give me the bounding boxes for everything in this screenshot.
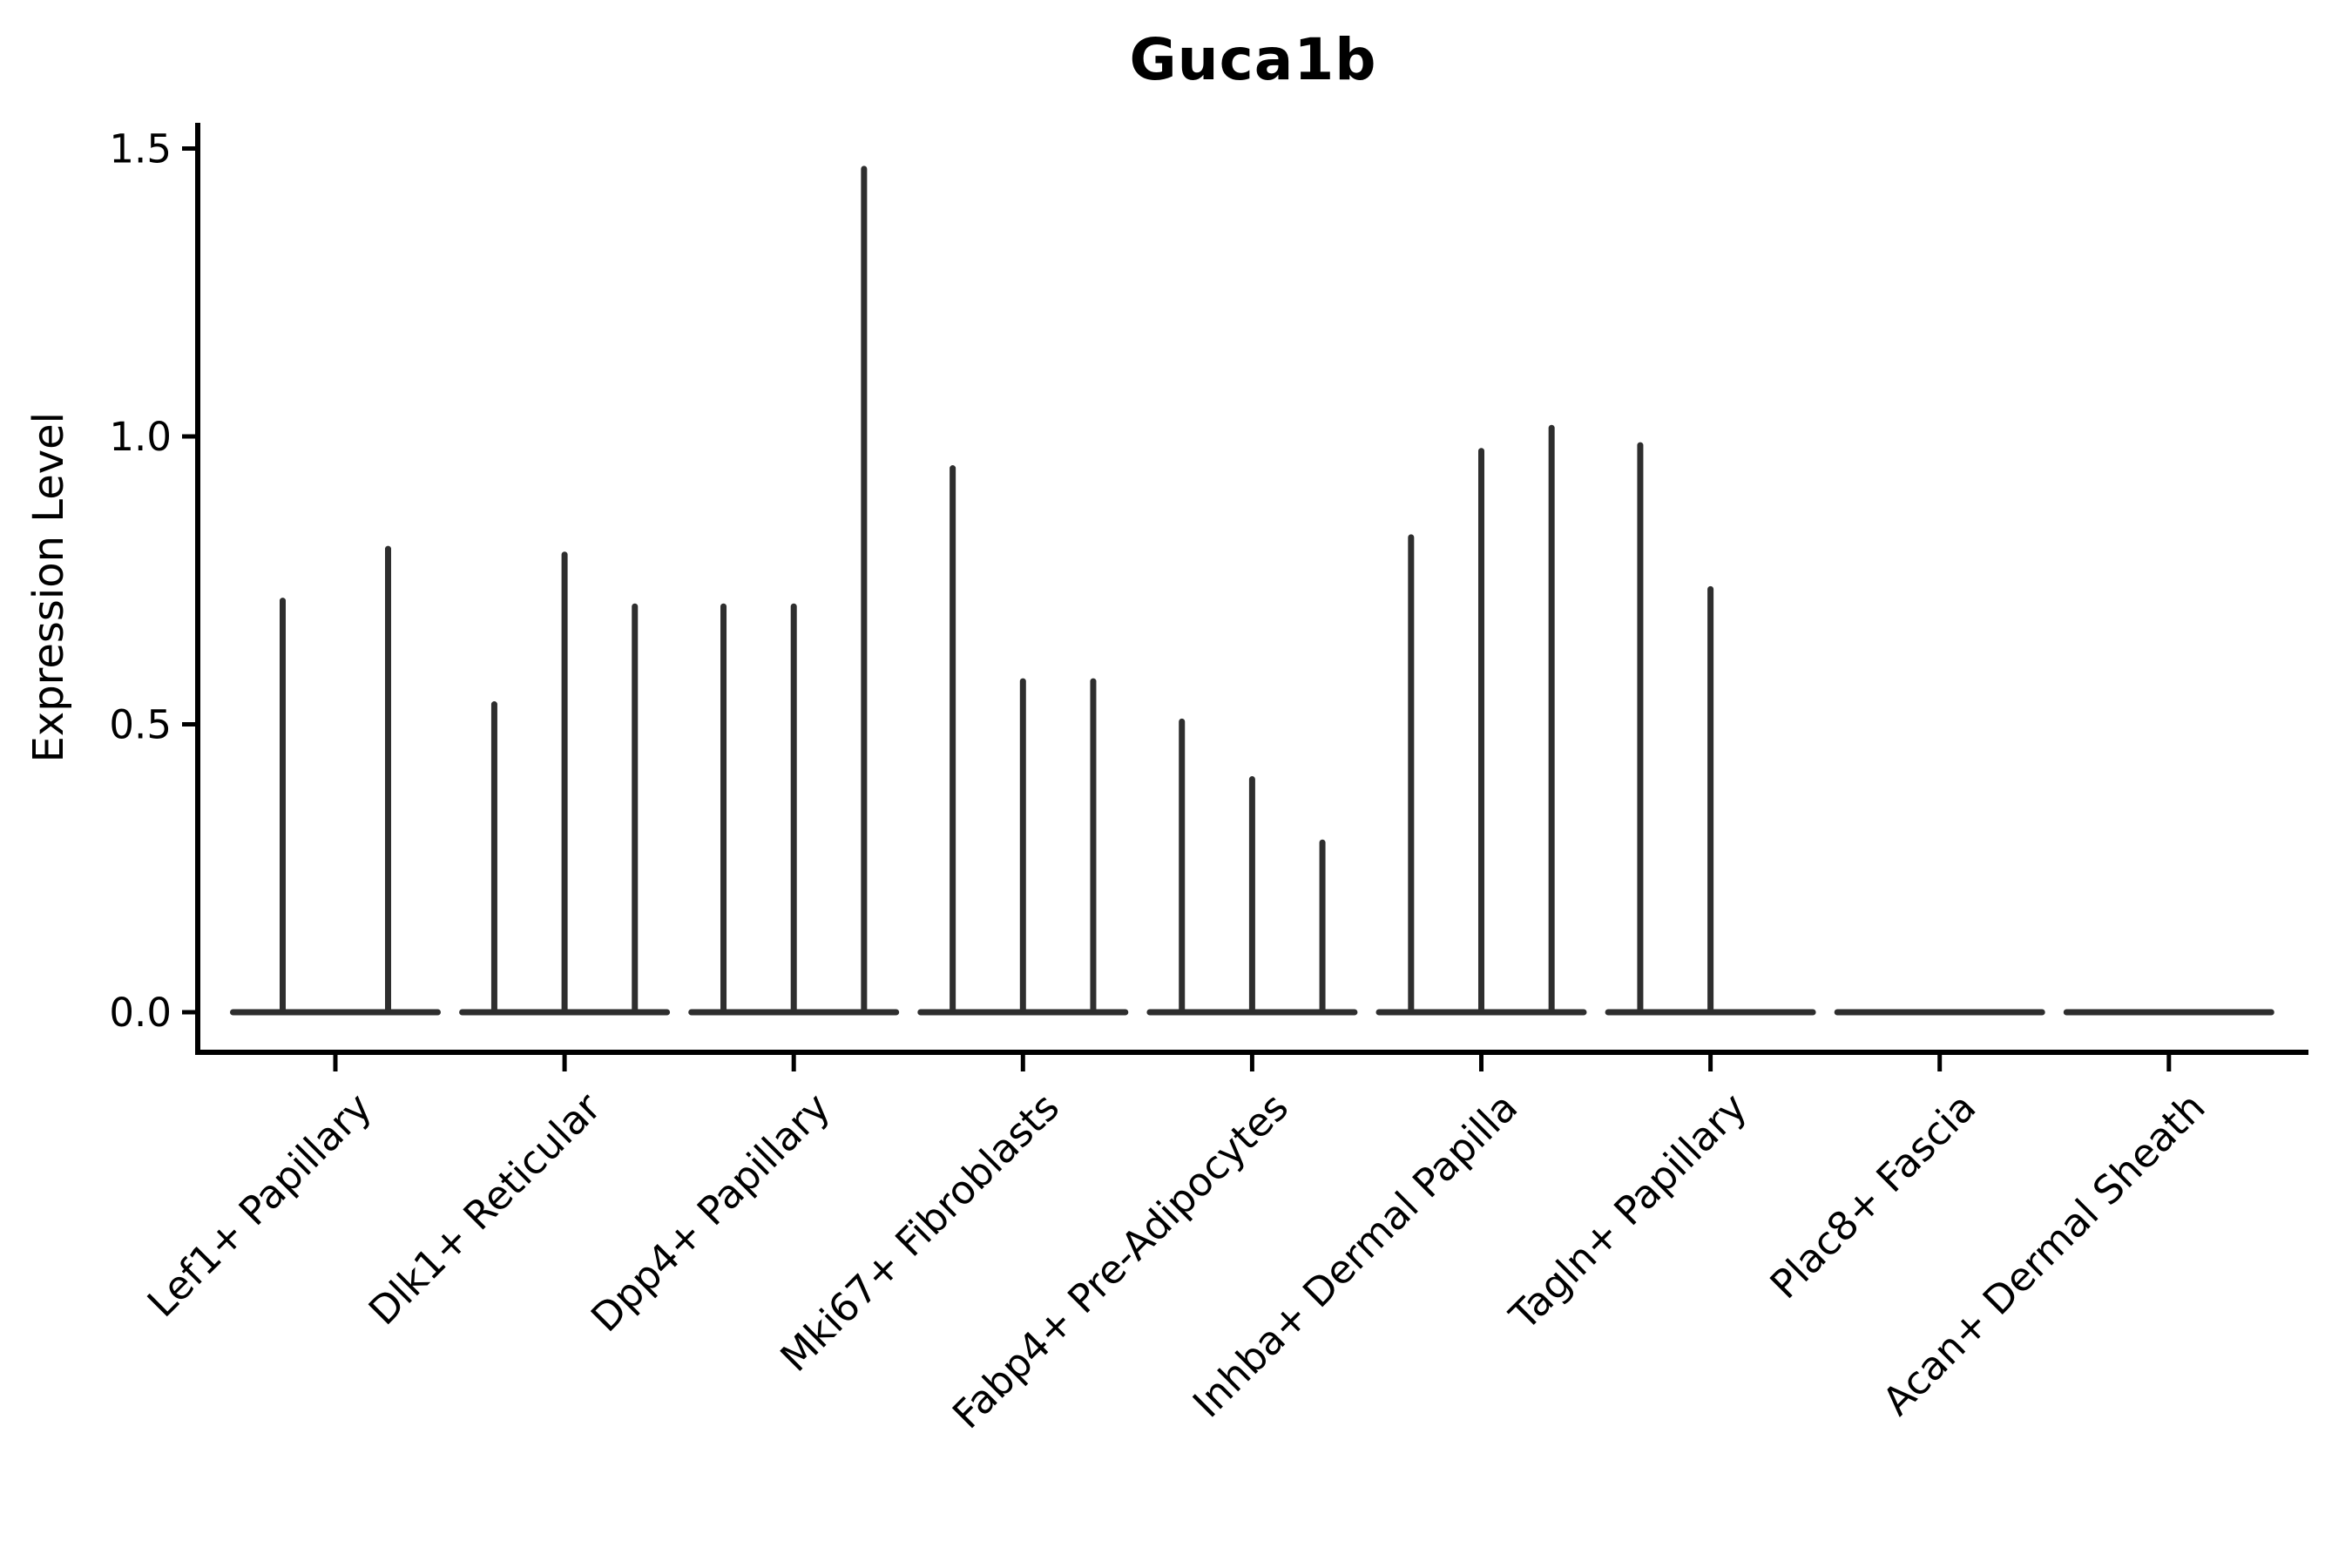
violin-spike [790,603,797,1012]
violin-baseline [688,1009,900,1016]
violin-baseline [230,1009,441,1016]
y-axis-label: Expression Level [24,412,73,763]
violin-spike [1408,534,1415,1012]
violin-spike [1637,442,1644,1012]
chart-title: Guca1b [1129,26,1377,93]
violin-spike [1019,678,1026,1012]
violin-spike [385,545,391,1012]
violin-baseline [1834,1009,2045,1016]
violin-spike [1319,839,1326,1012]
x-tick-label: Tagln+ Papillary [1500,1084,1755,1339]
violin-spike [950,465,956,1012]
violin-baseline [2063,1009,2274,1016]
y-tick-label: 1.0 [109,414,172,460]
violin-spike [1548,424,1555,1012]
x-tick-label: Plac8+ Fascia [1761,1084,1985,1308]
y-tick-label: 0.5 [109,702,172,748]
x-tick-label: Dpp4+ Papillary [582,1084,839,1341]
x-tick-label: Dlk1+ Reticular [360,1084,610,1334]
violin-spike [280,598,286,1012]
violin-spike [720,603,727,1012]
violin-spike [1179,718,1186,1012]
violin-spike [632,603,639,1012]
violin-spike [490,701,497,1012]
violin-spike [561,551,568,1012]
violin-spike [1248,775,1255,1012]
x-tick-label: Lef1+ Papillary [139,1084,381,1326]
y-tick-label: 1.5 [109,126,172,172]
violin-baseline [1605,1009,1816,1016]
y-tick-label: 0.0 [109,990,172,1036]
violin-spike [1090,678,1097,1012]
y-axis-label-wrap: Expression Level [24,123,73,1052]
violin-spike [861,166,868,1012]
violin-spike [1478,448,1484,1012]
violin-spike [1707,585,1714,1012]
